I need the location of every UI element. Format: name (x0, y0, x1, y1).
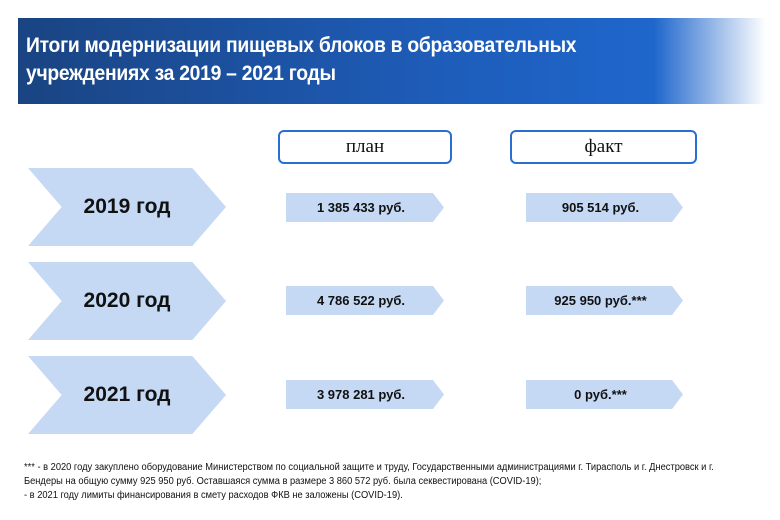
plan-2021: 3 978 281 руб. (286, 380, 444, 409)
fact-2021: 0 руб.*** (526, 380, 683, 409)
title-line-1: Итоги модернизации пищевых блоков в обра… (26, 34, 577, 57)
fact-2020: 925 950 руб.*** (526, 286, 683, 315)
title-banner: Итоги модернизации пищевых блоков в обра… (18, 18, 766, 104)
year-2020: 2020 год (28, 262, 226, 340)
footnote-line: *** - в 2020 году закуплено оборудование… (24, 462, 714, 473)
footnote-line: Бендеры на общую сумму 925 950 руб. Оста… (24, 476, 542, 487)
plan-header: план (278, 130, 452, 164)
year-2021: 2021 год (28, 356, 226, 434)
fact-2019: 905 514 руб. (526, 193, 683, 222)
fact-header: факт (510, 130, 697, 164)
plan-2020: 4 786 522 руб. (286, 286, 444, 315)
footnote-line: - в 2021 году лимиты финансирования в см… (24, 490, 403, 501)
title-line-2: учреждениях за 2019 – 2021 годы (26, 62, 336, 85)
plan-2019: 1 385 433 руб. (286, 193, 444, 222)
year-2019: 2019 год (28, 168, 226, 246)
slide-title: Итоги модернизации пищевых блоков в обра… (26, 32, 744, 88)
footnote: *** - в 2020 году закуплено оборудование… (24, 461, 714, 503)
